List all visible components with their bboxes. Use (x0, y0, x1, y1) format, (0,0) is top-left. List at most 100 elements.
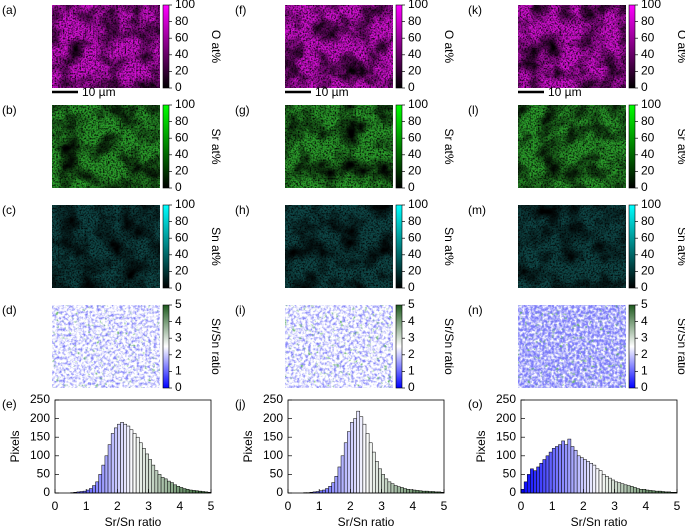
y-tick-label: 200 (496, 411, 516, 425)
colorbar-tick-label: 40 (408, 147, 422, 161)
plot-frame (54, 399, 212, 494)
colorbar-tick-label: 5 (408, 297, 415, 311)
histogram-bar (561, 440, 565, 494)
histogram-bar (368, 442, 373, 494)
colorbar (628, 204, 636, 289)
colorbar-tick-label: 3 (408, 330, 415, 344)
colorbar-tick-label: 0 (641, 180, 648, 194)
histogram-bar (409, 489, 414, 494)
histogram-bar (173, 484, 177, 494)
histogram-bar (185, 489, 190, 494)
colorbar-tick-label: 0 (408, 80, 415, 94)
histogram-bar (334, 476, 339, 494)
histogram-bar (331, 482, 336, 494)
histogram-bar (145, 453, 149, 494)
colorbar-tick-label: 0 (175, 80, 182, 94)
x-tick-label: 2 (347, 499, 354, 513)
colorbar-tick-label: 80 (408, 14, 422, 28)
panel-letter: (m) (468, 203, 486, 217)
y-tick-label: 250 (496, 392, 516, 406)
histogram-bar (85, 489, 90, 494)
histogram-bar (104, 455, 109, 494)
panel-letter: (d) (2, 303, 17, 317)
colorbar-tick-label: 1 (641, 364, 648, 378)
y-tick-label: 50 (503, 467, 517, 481)
histogram-bar (371, 451, 376, 494)
histogram-bar (340, 455, 345, 494)
colorbar-tick-label: 40 (175, 147, 189, 161)
colorbar-tick-label: 0 (408, 280, 415, 294)
histogram-bar (390, 483, 395, 494)
panel-letter: (i) (235, 303, 246, 317)
histogram-bar (160, 477, 165, 494)
colorbar-tick-label: 100 (175, 0, 195, 11)
colorbar-tick-label: 40 (408, 247, 422, 261)
colorbar-tick-label: 80 (641, 114, 655, 128)
histogram-bar (595, 468, 600, 494)
plot-frame (287, 399, 445, 494)
colorbar-tick-label: 60 (641, 130, 655, 144)
colorbar-tick-label: 60 (408, 230, 422, 244)
colorbar-tick-label: 80 (641, 214, 655, 228)
panel-letter: (h) (235, 203, 250, 217)
panel-letter: (o) (468, 397, 483, 411)
histogram-bar (530, 468, 534, 494)
x-axis-label: Sr/Sn ratio (338, 515, 395, 529)
y-tick-label: 200 (263, 411, 283, 425)
colorbar-tick-label: 100 (175, 197, 195, 211)
colorbar-label: Sr at% (442, 128, 456, 164)
x-tick-label: 4 (176, 499, 183, 513)
x-tick-label: 4 (642, 499, 649, 513)
histogram-bar (626, 485, 631, 494)
y-tick-label: 50 (37, 467, 51, 481)
histogram-bar (580, 457, 584, 494)
histogram-bar (586, 461, 590, 494)
y-tick-label: 0 (43, 485, 50, 499)
map-grain (52, 205, 160, 288)
histogram-bar (384, 478, 389, 494)
colorbar-tick-label: 20 (175, 64, 189, 78)
colorbar-tick-label: 60 (175, 30, 189, 44)
panel-letter: (n) (468, 303, 483, 317)
colorbar-label: Sn at% (675, 227, 685, 266)
colorbar-tick-label: 0 (175, 380, 182, 394)
y-tick-label: 200 (30, 411, 50, 425)
histogram-bar (328, 486, 332, 494)
histogram-bar (536, 466, 540, 494)
colorbar-tick-label: 80 (175, 14, 189, 28)
colorbar-label: O at% (675, 30, 685, 64)
x-tick-label: 2 (114, 499, 121, 513)
panel-letter: (e) (2, 397, 17, 411)
histogram-bar (98, 474, 103, 494)
y-tick-label: 100 (30, 448, 50, 462)
histogram-bar (148, 459, 152, 494)
colorbar-tick-label: 20 (641, 264, 655, 278)
histogram-bar (570, 446, 575, 494)
plot-frame (520, 399, 678, 494)
colorbar-tick-label: 60 (175, 230, 189, 244)
x-tick-label: 1 (316, 499, 323, 513)
y-tick-label: 100 (263, 448, 283, 462)
histogram-bar (598, 470, 603, 494)
colorbar-tick-label: 4 (408, 314, 415, 328)
map-green (285, 305, 393, 388)
histogram-bar (412, 489, 417, 494)
colorbar-tick-label: 20 (408, 164, 422, 178)
colorbar-label: Sr at% (209, 128, 223, 164)
colorbar (162, 304, 170, 389)
colorbar (395, 104, 403, 189)
histogram-bar (642, 489, 647, 494)
histogram-bar (343, 442, 348, 494)
x-tick-label: 0 (52, 499, 59, 513)
colorbar-tick-label: 20 (175, 264, 189, 278)
histogram-bar (403, 488, 407, 494)
y-tick-label: 150 (496, 429, 516, 443)
y-tick-label: 150 (263, 429, 283, 443)
colorbar-label: Sr/Sn ratio (442, 318, 456, 375)
histogram-bar (375, 461, 379, 494)
colorbar-tick-label: 20 (408, 264, 422, 278)
colorbar-tick-label: 40 (641, 47, 655, 61)
histogram-bar (583, 459, 587, 494)
